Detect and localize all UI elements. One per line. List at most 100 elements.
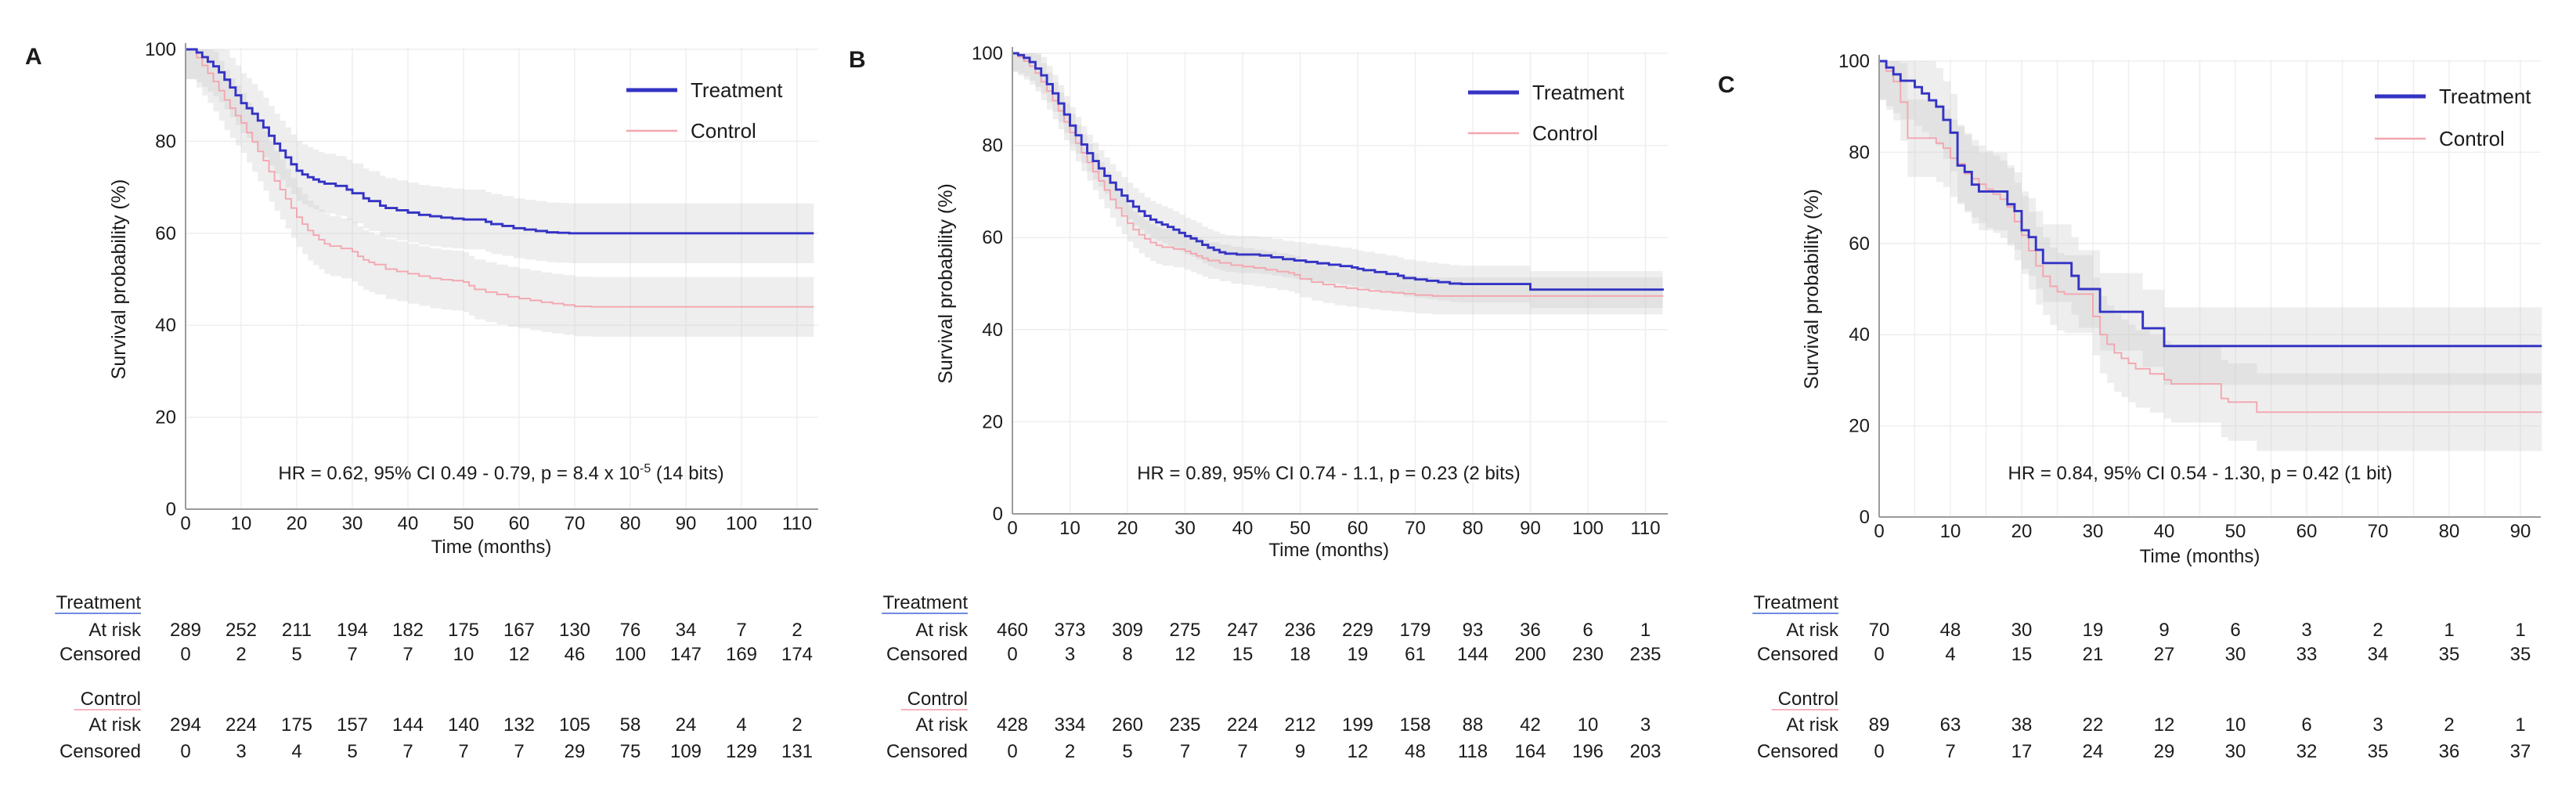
risk-value: 2 — [2444, 714, 2454, 736]
y-axis-label: Survival probability (%) — [935, 183, 957, 384]
curve-treatment — [186, 48, 814, 235]
x-tick-label: 40 — [1232, 518, 1254, 539]
risk-value: 7 — [1237, 741, 1247, 762]
risk-value: 196 — [1572, 741, 1604, 762]
x-tick-label: 110 — [1630, 518, 1660, 539]
risk-value: 12 — [509, 644, 530, 665]
risk-value: 224 — [225, 714, 257, 736]
risk-value: 167 — [503, 620, 535, 641]
risk-value: 58 — [620, 714, 641, 736]
risk-row-label: At risk — [1786, 620, 1839, 641]
y-tick-label: 40 — [1849, 324, 1870, 345]
risk-value: 247 — [1227, 620, 1258, 641]
risk-value: 29 — [2154, 741, 2175, 762]
risk-value: 19 — [1348, 644, 1369, 665]
risk-row-label: At risk — [915, 714, 969, 736]
risk-value: 3 — [1065, 644, 1075, 665]
risk-value: 211 — [282, 620, 312, 641]
risk-value: 63 — [1940, 714, 1961, 736]
y-tick-label: 20 — [982, 411, 1003, 432]
risk-value: 179 — [1399, 620, 1431, 641]
x-tick-label: 50 — [2225, 521, 2246, 542]
risk-value: 252 — [225, 620, 257, 641]
risk-value: 118 — [1458, 741, 1488, 762]
legend-label-control: Control — [691, 119, 756, 143]
x-tick-label: 0 — [1007, 518, 1017, 539]
risk-value: 34 — [676, 620, 697, 641]
risk-value: 4 — [1945, 644, 1955, 665]
risk-group-label: Treatment — [56, 592, 142, 613]
x-tick-label: 20 — [1117, 518, 1138, 539]
risk-group-label: Control — [81, 689, 141, 710]
risk-value: 194 — [337, 620, 368, 641]
risk-value: 140 — [448, 714, 479, 736]
x-tick-label: 20 — [287, 513, 308, 534]
ci-band-control — [1879, 61, 2542, 451]
risk-value: 0 — [180, 741, 190, 762]
risk-value: 3 — [1640, 714, 1651, 736]
risk-value: 2 — [792, 620, 802, 641]
risk-value: 12 — [2154, 714, 2175, 736]
risk-group-label: Control — [907, 689, 968, 710]
y-tick-label: 100 — [972, 43, 1003, 64]
x-tick-label: 20 — [2011, 521, 2033, 542]
risk-value: 5 — [1122, 741, 1132, 762]
risk-row-label: Censored — [1757, 644, 1838, 665]
y-tick-label: 60 — [155, 223, 176, 244]
legend-label-treatment: Treatment — [691, 78, 783, 102]
x-tick-label: 0 — [180, 513, 190, 534]
risk-value: 2 — [236, 644, 246, 665]
y-tick-label: 80 — [982, 136, 1003, 157]
risk-value: 38 — [2011, 714, 2033, 736]
panel-label-c: C — [1718, 72, 1735, 98]
risk-value: 34 — [2368, 644, 2389, 665]
risk-value: 7 — [1180, 741, 1190, 762]
x-tick-label: 40 — [2154, 521, 2175, 542]
risk-row-label: At risk — [915, 620, 969, 641]
risk-value: 24 — [2083, 741, 2104, 762]
risk-value: 129 — [726, 741, 757, 762]
y-tick-label: 0 — [1860, 507, 1870, 528]
curve-control — [1012, 52, 1664, 297]
risk-value: 229 — [1342, 620, 1373, 641]
risk-value: 3 — [2301, 620, 2311, 641]
risk-value: 35 — [2510, 644, 2531, 665]
risk-value: 0 — [1007, 644, 1017, 665]
risk-value: 7 — [458, 741, 468, 762]
risk-value: 2 — [2372, 620, 2383, 641]
risk-value: 158 — [1399, 714, 1431, 736]
risk-value: 100 — [615, 644, 646, 665]
risk-row-label: At risk — [88, 620, 142, 641]
panel-label-b: B — [849, 47, 866, 73]
y-tick-label: 80 — [1849, 142, 1870, 163]
risk-value: 0 — [1874, 644, 1884, 665]
risk-value: 5 — [291, 644, 301, 665]
risk-value: 93 — [1463, 620, 1484, 641]
x-tick-label: 10 — [1940, 521, 1961, 542]
risk-value: 1 — [1640, 620, 1651, 641]
legend-label-control: Control — [2439, 127, 2505, 150]
risk-value: 212 — [1284, 714, 1315, 736]
ci-band-treatment — [1012, 53, 1663, 309]
risk-row-label: At risk — [88, 714, 142, 736]
x-tick-label: 70 — [565, 513, 586, 534]
risk-value: 18 — [1290, 644, 1311, 665]
risk-value: 130 — [559, 620, 590, 641]
risk-value: 36 — [2439, 741, 2460, 762]
risk-value: 289 — [170, 620, 201, 641]
risk-value: 35 — [2439, 644, 2460, 665]
risk-value: 10 — [1578, 714, 1599, 736]
grid — [1879, 60, 2541, 517]
risk-value: 61 — [1405, 644, 1426, 665]
risk-value: 1 — [2444, 620, 2454, 641]
risk-value: 182 — [392, 620, 424, 641]
x-axis-label: Time (months) — [1268, 540, 1389, 561]
x-tick-label: 10 — [231, 513, 252, 534]
risk-value: 0 — [180, 644, 190, 665]
risk-value: 4 — [736, 714, 746, 736]
